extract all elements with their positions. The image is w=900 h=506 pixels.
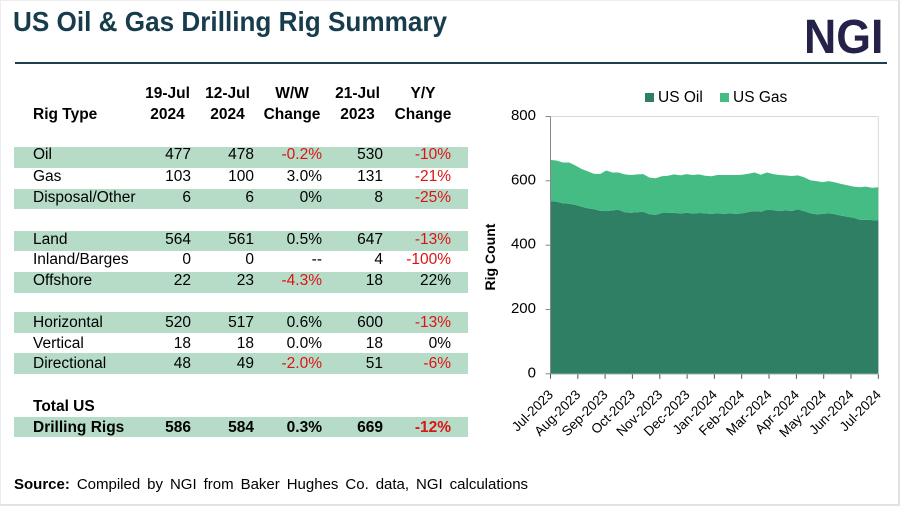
svg-text:Rig Count: Rig Count [482,223,498,290]
svg-text:US Gas: US Gas [733,89,788,106]
svg-text:600: 600 [511,171,536,188]
svg-text:800: 800 [511,107,536,124]
svg-text:0: 0 [528,364,536,381]
svg-text:400: 400 [511,236,536,253]
svg-text:200: 200 [511,300,536,317]
svg-text:US Oil: US Oil [658,89,703,106]
